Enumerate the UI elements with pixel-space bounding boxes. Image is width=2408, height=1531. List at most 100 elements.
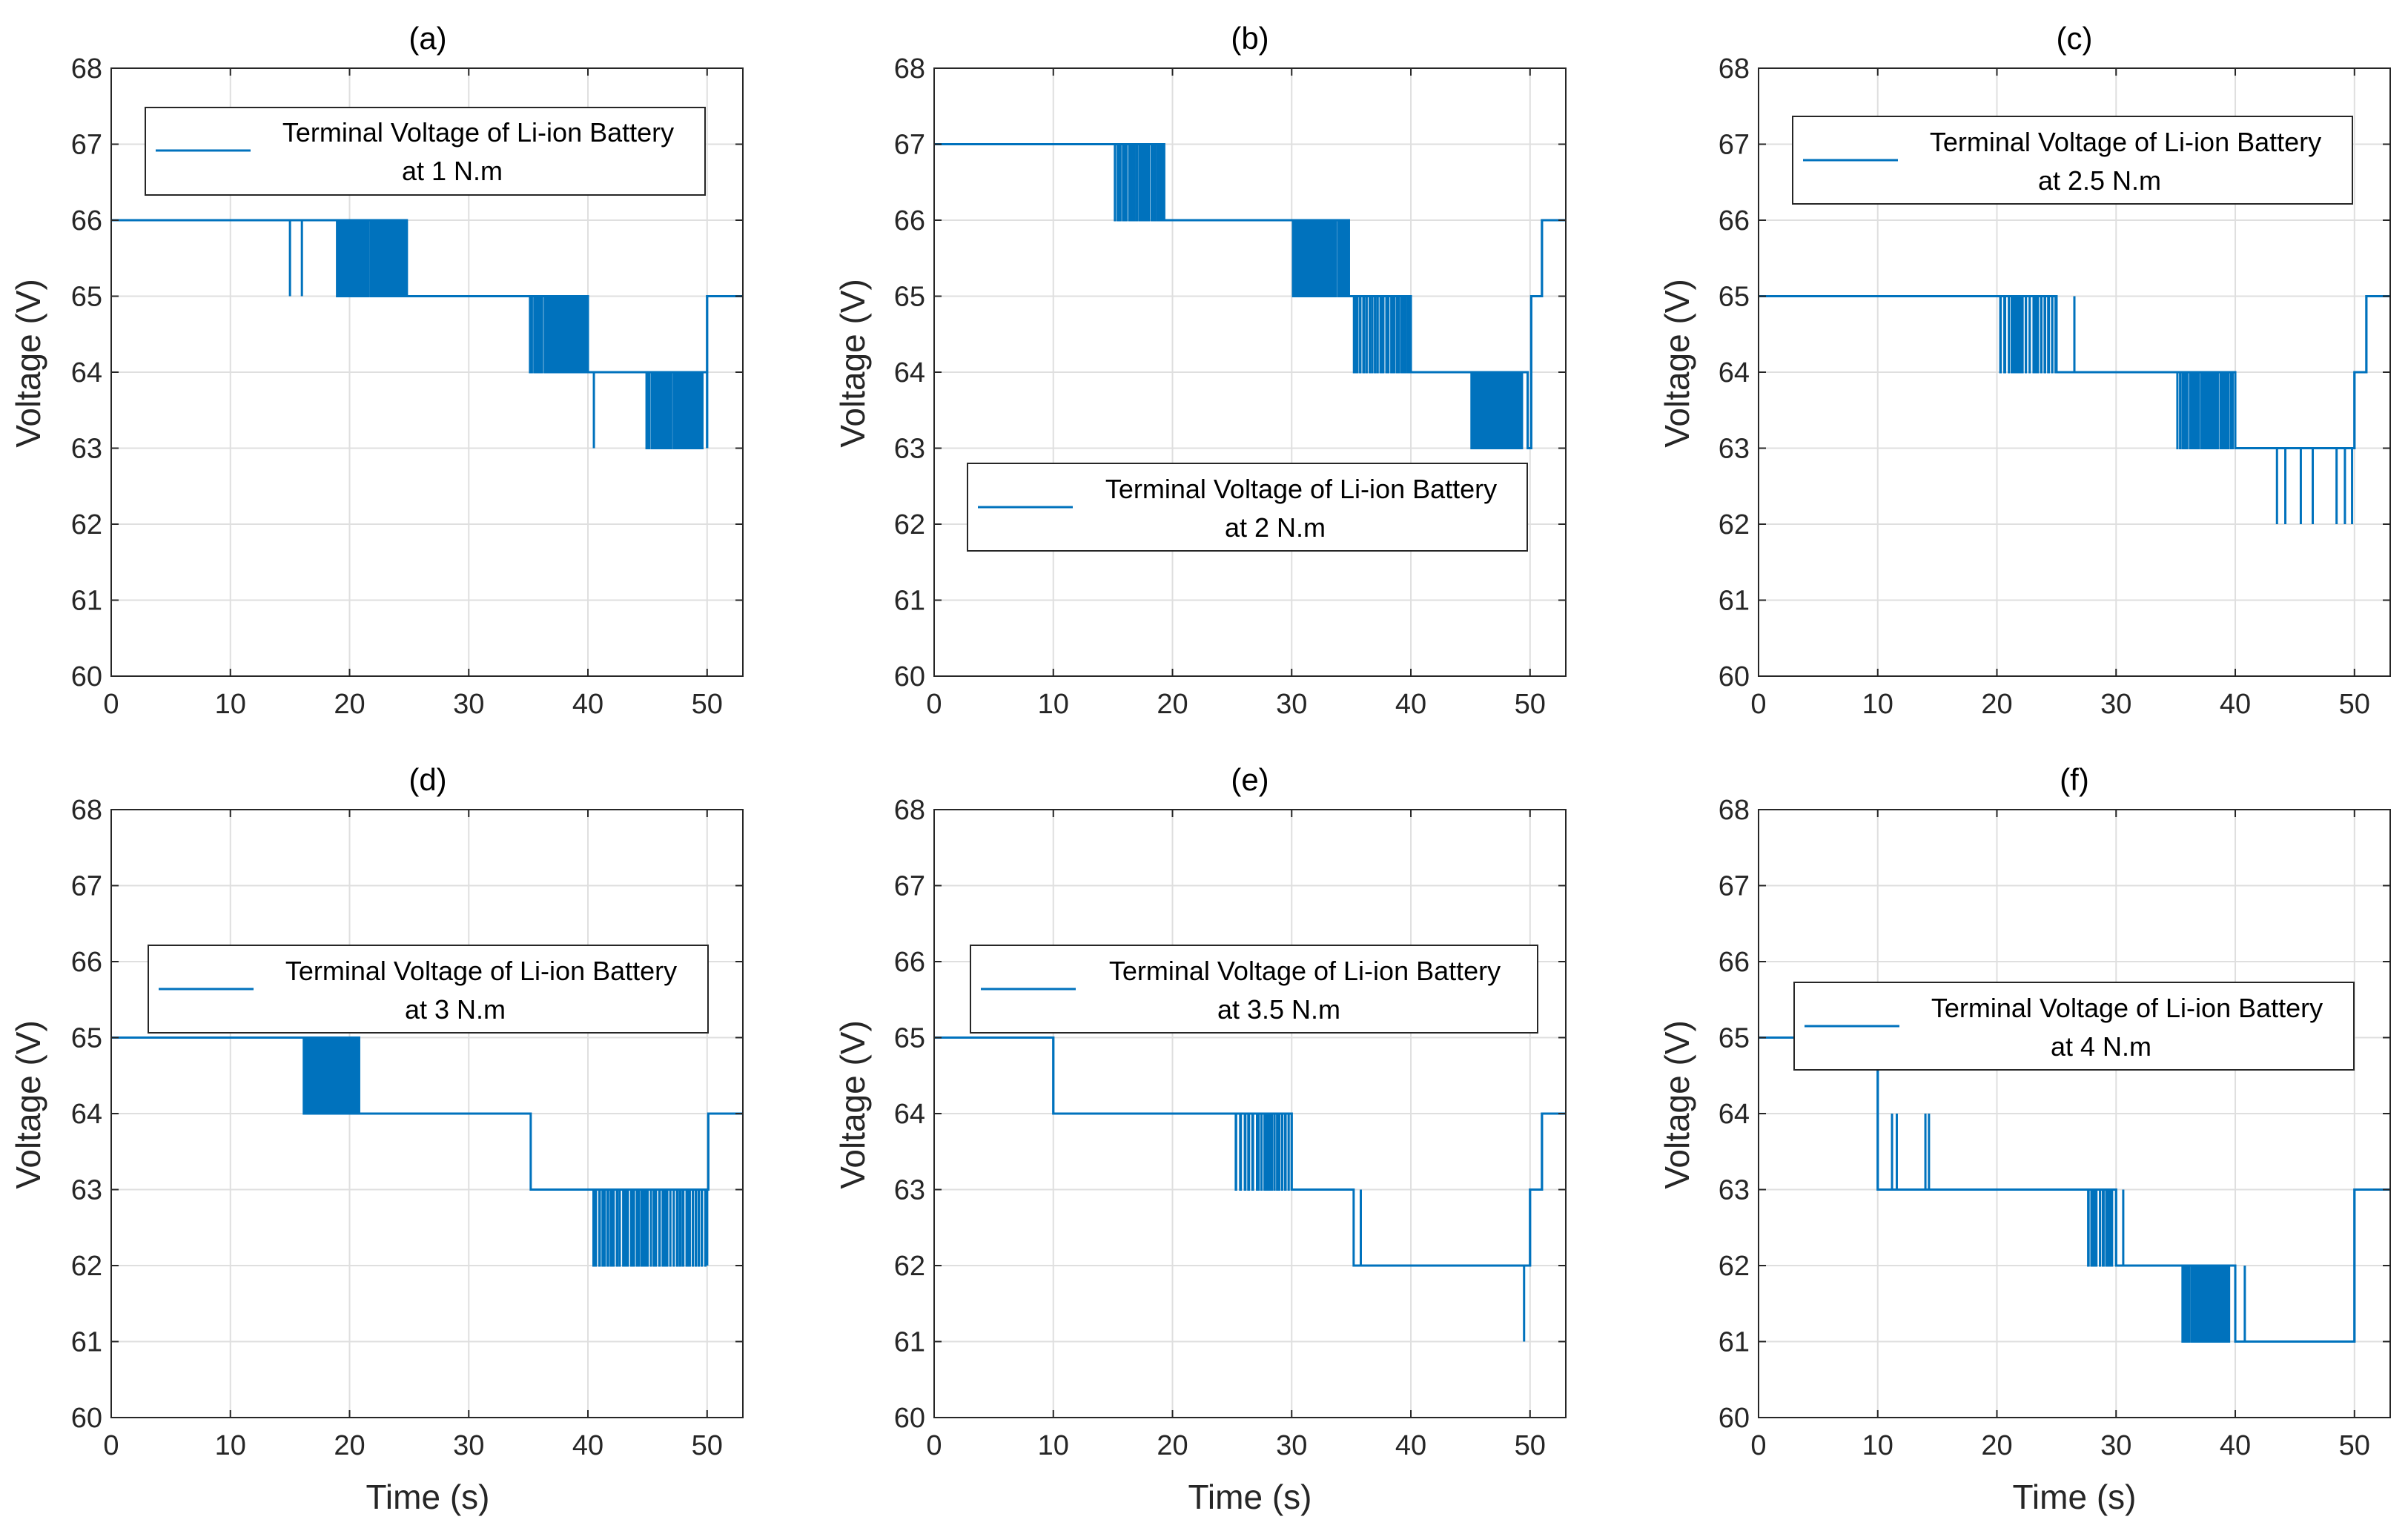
y-tick-label: 64 bbox=[71, 357, 102, 388]
x-axis-label: Time (s) bbox=[366, 1478, 490, 1516]
y-tick-label: 63 bbox=[1719, 1175, 1750, 1206]
legend-entry-line2: at 2 N.m bbox=[1225, 512, 1326, 543]
x-tick-label: 20 bbox=[1157, 689, 1188, 720]
y-tick-label: 65 bbox=[71, 1023, 102, 1054]
y-tick-label: 68 bbox=[1719, 795, 1750, 826]
y-tick-label: 66 bbox=[894, 947, 925, 978]
x-tick-label: 40 bbox=[1395, 1430, 1426, 1461]
legend: Terminal Voltage of Li-ion Battery at 1 … bbox=[145, 107, 706, 196]
x-tick-label: 20 bbox=[1157, 1430, 1188, 1461]
y-tick-label: 62 bbox=[1719, 1251, 1750, 1282]
x-tick-label: 10 bbox=[215, 689, 246, 720]
x-tick-label: 30 bbox=[1276, 1430, 1307, 1461]
y-tick-label: 60 bbox=[894, 1403, 925, 1434]
panel-d: (d) Voltage (V) Time (s) Terminal Voltag… bbox=[9, 762, 709, 1516]
series-line bbox=[111, 1036, 743, 1266]
y-tick-label: 63 bbox=[71, 1175, 102, 1206]
y-tick-label: 63 bbox=[71, 434, 102, 465]
legend-entry-line1: Terminal Voltage of Li-ion Battery bbox=[1109, 956, 1501, 986]
y-tick-label: 63 bbox=[894, 1175, 925, 1206]
plot-area: 0 10 20 30 40 50 60 61 62 63 64 65 66 67 68 bbox=[71, 795, 744, 1461]
x-tick-label: 10 bbox=[1038, 689, 1069, 720]
panel-title: (a) bbox=[408, 21, 446, 56]
legend-entry-line1: Terminal Voltage of Li-ion Battery bbox=[1930, 127, 2321, 157]
y-axis-label: Voltage (V) bbox=[833, 279, 872, 448]
series-chatter bbox=[645, 371, 709, 449]
y-tick-label: 60 bbox=[71, 1403, 102, 1434]
y-tick-label: 61 bbox=[71, 586, 102, 617]
y-tick-label: 67 bbox=[1719, 871, 1750, 902]
x-tick-label: 50 bbox=[692, 689, 723, 720]
panel-f: (f) Voltage (V) Time (s) Terminal Voltag… bbox=[1658, 762, 2355, 1516]
x-tick-label: 0 bbox=[1750, 1430, 1766, 1461]
y-tick-label: 63 bbox=[1719, 434, 1750, 465]
x-tick-label: 30 bbox=[2100, 1430, 2131, 1461]
y-tick-label: 67 bbox=[71, 871, 102, 902]
x-tick-label: 40 bbox=[1395, 689, 1426, 720]
y-axis-label: Voltage (V) bbox=[9, 1020, 47, 1189]
x-tick-label: 30 bbox=[453, 689, 484, 720]
y-tick-label: 68 bbox=[1719, 53, 1750, 85]
legend: Terminal Voltage of Li-ion Battery at 3.… bbox=[970, 945, 1538, 1034]
y-tick-label: 68 bbox=[71, 795, 102, 826]
series-chatter bbox=[302, 1036, 360, 1115]
y-axis-label: Voltage (V) bbox=[1658, 1020, 1696, 1189]
series-line bbox=[934, 143, 1566, 449]
y-tick-label: 62 bbox=[71, 1251, 102, 1282]
x-tick-label: 50 bbox=[692, 1430, 723, 1461]
y-tick-label: 61 bbox=[1719, 1327, 1750, 1358]
x-tick-label: 40 bbox=[572, 1430, 603, 1461]
x-tick-label: 30 bbox=[1276, 689, 1307, 720]
legend-entry-line1: Terminal Voltage of Li-ion Battery bbox=[1931, 993, 2323, 1023]
legend: Terminal Voltage of Li-ion Battery at 4 … bbox=[1793, 982, 2355, 1071]
legend: Terminal Voltage of Li-ion Battery at 3 … bbox=[148, 945, 709, 1034]
legend: Terminal Voltage of Li-ion Battery at 2.… bbox=[1792, 116, 2353, 205]
plot-area: 0 10 20 30 40 50 60 61 62 63 64 65 66 67 68 bbox=[894, 53, 1567, 720]
series-line bbox=[934, 1036, 1566, 1267]
y-tick-label: 67 bbox=[71, 130, 102, 161]
y-tick-label: 65 bbox=[1719, 1023, 1750, 1054]
x-tick-label: 50 bbox=[2339, 689, 2370, 720]
legend: Terminal Voltage of Li-ion Battery at 2 … bbox=[967, 463, 1528, 552]
y-tick-label: 64 bbox=[1719, 357, 1750, 388]
series-chatter bbox=[2181, 1264, 2237, 1343]
series-chatter bbox=[1470, 371, 1529, 449]
x-tick-label: 20 bbox=[1981, 1430, 2012, 1461]
y-tick-label: 64 bbox=[894, 357, 925, 388]
y-tick-label: 64 bbox=[1719, 1099, 1750, 1130]
x-tick-label: 40 bbox=[2220, 1430, 2251, 1461]
series-chatter bbox=[2175, 371, 2237, 449]
y-tick-label: 65 bbox=[1719, 282, 1750, 313]
y-tick-label: 65 bbox=[71, 282, 102, 313]
y-tick-label: 68 bbox=[894, 795, 925, 826]
y-axis-label: Voltage (V) bbox=[1658, 279, 1696, 448]
y-tick-label: 61 bbox=[1719, 586, 1750, 617]
y-tick-label: 66 bbox=[71, 947, 102, 978]
x-axis-label: Time (s) bbox=[1188, 1478, 1312, 1516]
y-tick-label: 62 bbox=[71, 509, 102, 540]
legend-entry-line2: at 3 N.m bbox=[405, 994, 506, 1025]
panel-c: (c) Voltage (V) Terminal Voltage of Li-i… bbox=[1658, 21, 2353, 448]
x-tick-label: 10 bbox=[1862, 689, 1893, 720]
panel-title: (d) bbox=[408, 762, 446, 797]
series-chatter bbox=[528, 295, 589, 374]
series-chatter bbox=[1291, 219, 1350, 297]
plot-area: 0 10 20 30 40 50 60 61 62 63 64 65 66 67 68 bbox=[1719, 795, 2391, 1461]
plot-area: 0 10 20 30 40 50 60 61 62 63 64 65 66 67 68 bbox=[894, 795, 1567, 1461]
series-chatter bbox=[335, 219, 408, 297]
x-tick-label: 20 bbox=[1981, 689, 2012, 720]
y-tick-label: 65 bbox=[894, 1023, 925, 1054]
x-tick-label: 50 bbox=[1515, 689, 1546, 720]
series-chatter bbox=[1997, 295, 2058, 374]
y-tick-label: 68 bbox=[71, 53, 102, 85]
x-axis-label: Time (s) bbox=[2013, 1478, 2137, 1516]
legend-entry-line2: at 4 N.m bbox=[2051, 1031, 2151, 1062]
panel-title: (b) bbox=[1231, 21, 1268, 56]
series-chatter bbox=[590, 1188, 709, 1267]
y-tick-label: 62 bbox=[894, 509, 925, 540]
y-tick-label: 61 bbox=[71, 1327, 102, 1358]
legend-entry-line2: at 1 N.m bbox=[402, 156, 503, 186]
x-tick-label: 0 bbox=[926, 1430, 942, 1461]
y-tick-label: 63 bbox=[894, 434, 925, 465]
